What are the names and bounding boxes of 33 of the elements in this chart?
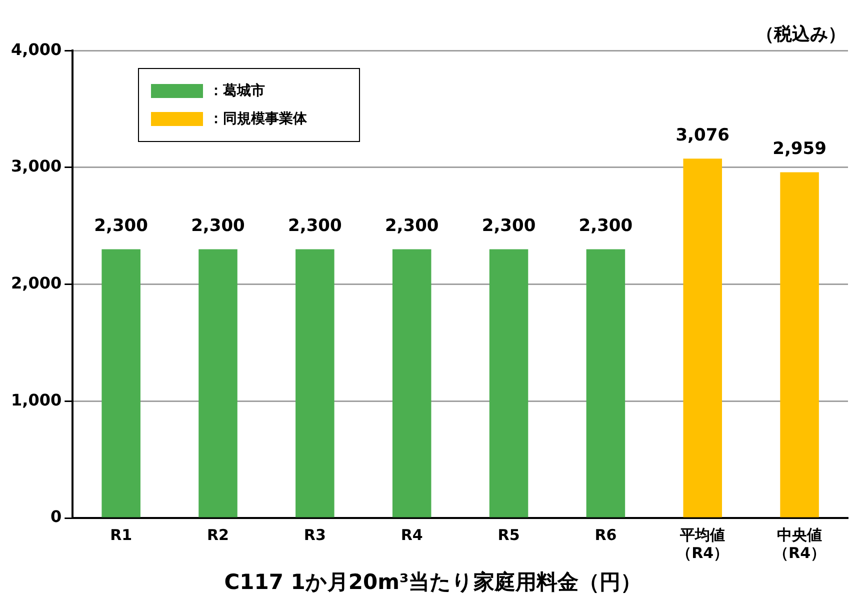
data-label: 2,300 — [191, 216, 246, 236]
y-tick-label: 3,000 — [11, 156, 62, 176]
x-tick-label: R4 — [400, 526, 423, 544]
x-tick-label: 平均値（R4） — [676, 526, 729, 562]
text: （税込み） — [756, 23, 846, 46]
data-label: 2,300 — [288, 216, 342, 236]
y-tick-label: 1,000 — [11, 390, 62, 410]
x-tick-label: 中央値（R4） — [774, 526, 826, 562]
data-label: 2,959 — [772, 139, 826, 160]
y-tick-label: 2,000 — [11, 273, 62, 292]
bar — [586, 249, 626, 518]
x-tick-label: R6 — [594, 526, 617, 544]
data-label: 3,076 — [676, 125, 730, 146]
bar — [296, 249, 334, 518]
bar — [392, 249, 432, 518]
x-tick-label: R3 — [304, 526, 326, 544]
bar — [102, 249, 140, 518]
x-tick-label: R2 — [206, 526, 229, 544]
bar — [683, 158, 722, 518]
data-label: 2,300 — [482, 216, 536, 236]
legend-label: ：同規模事業体 — [209, 110, 307, 128]
data-label: 2,300 — [94, 216, 148, 236]
x-tick-label: R5 — [498, 526, 520, 544]
text: C117 1か月20m³当たり家庭用料金（円） — [223, 569, 643, 596]
y-tick-label: 4,000 — [11, 40, 62, 59]
y-tick-label: 0 — [50, 507, 62, 526]
bar — [489, 249, 528, 518]
x-tick-label: R1 — [110, 526, 132, 544]
data-label: 2,300 — [384, 216, 439, 236]
bar — [780, 172, 819, 518]
bar — [198, 249, 238, 518]
legend-label: ：葛城市 — [209, 82, 265, 100]
data-label: 2,300 — [578, 216, 633, 236]
